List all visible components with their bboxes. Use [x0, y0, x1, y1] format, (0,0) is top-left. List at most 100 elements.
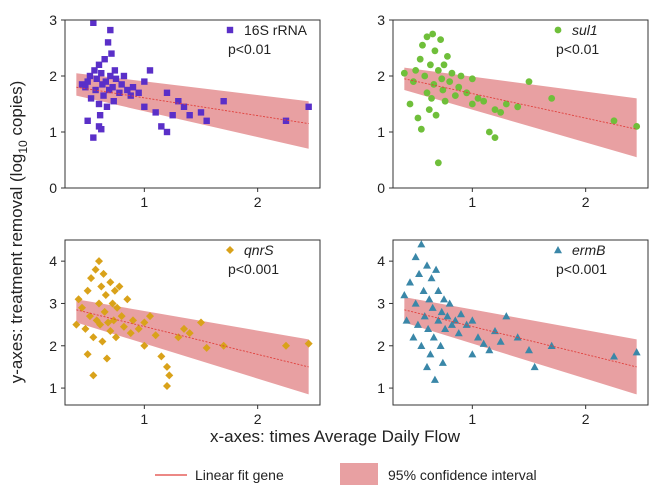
data-point — [111, 67, 119, 74]
data-point — [480, 97, 488, 105]
data-point — [430, 81, 438, 88]
data-point — [491, 106, 499, 113]
data-point — [423, 33, 431, 41]
data-point — [415, 269, 424, 278]
data-point — [102, 78, 109, 85]
data-point — [439, 86, 447, 94]
data-point — [112, 333, 120, 342]
data-point — [474, 95, 482, 102]
data-point — [428, 303, 437, 311]
data-point — [411, 252, 420, 261]
data-point — [134, 324, 143, 333]
panel-sul1: 1 2 0 1 2 3 sul1 p<0.01 — [377, 12, 649, 210]
data-point — [117, 312, 126, 321]
data-point — [429, 333, 438, 341]
data-point — [115, 282, 124, 291]
data-point — [409, 333, 418, 341]
y-tick-label: 3 — [49, 12, 57, 28]
data-point — [468, 350, 477, 358]
panel-p-value: p<0.001 — [556, 261, 607, 277]
data-point — [135, 89, 142, 96]
data-point — [414, 114, 422, 122]
data-point — [530, 362, 539, 371]
data-point — [468, 75, 476, 83]
data-point — [110, 286, 119, 295]
y-tick-label: 2 — [49, 68, 57, 84]
data-point — [548, 95, 556, 102]
data-point — [423, 362, 431, 371]
data-point — [411, 299, 420, 307]
data-point — [81, 324, 90, 333]
data-point — [417, 125, 425, 133]
data-point — [107, 72, 114, 80]
data-point — [434, 286, 443, 294]
panel-legend-marker — [226, 26, 234, 34]
data-point — [86, 72, 94, 80]
data-point — [454, 329, 463, 337]
data-point — [119, 322, 128, 331]
data-point — [400, 69, 408, 77]
data-point — [197, 318, 205, 327]
data-point — [429, 30, 437, 38]
data-point — [496, 337, 505, 345]
legend-ci-label: 95% confidence interval — [388, 467, 537, 483]
data-point — [432, 111, 440, 119]
data-point — [180, 324, 188, 333]
data-point — [123, 295, 132, 304]
panel-legend-marker — [554, 26, 562, 34]
panel-p-value: p<0.01 — [228, 41, 271, 57]
data-point — [108, 50, 115, 57]
data-point — [165, 371, 174, 380]
data-point — [185, 329, 194, 338]
panel-gene-name: ermB — [572, 242, 605, 258]
data-point — [425, 106, 433, 113]
y-tick-label: 4 — [377, 253, 385, 269]
panels-group: 1 2 0 1 2 3 16S rRNA p<0.01 1 2 0 1 2 3 sul1 p<0.01 1 2 1 2… — [49, 12, 649, 427]
data-point — [220, 98, 227, 105]
data-point — [95, 257, 103, 266]
data-point — [95, 100, 103, 108]
x-tick-label: 1 — [140, 194, 148, 210]
data-point — [106, 326, 115, 335]
y-tick-label: 3 — [49, 295, 57, 311]
data-point — [474, 333, 482, 341]
data-point — [163, 362, 171, 371]
data-point — [479, 339, 488, 347]
x-tick-label: 1 — [468, 411, 476, 427]
data-point — [99, 269, 108, 278]
data-point — [436, 341, 445, 349]
x-tick-label: 1 — [140, 411, 148, 427]
panel-16s-rrna: 1 2 0 1 2 3 16S rRNA p<0.01 — [49, 12, 321, 210]
y-tick-label: 1 — [49, 380, 57, 396]
data-point — [85, 312, 94, 321]
data-point — [106, 86, 113, 94]
data-point — [101, 56, 108, 63]
data-point — [98, 337, 107, 346]
data-point — [444, 53, 451, 60]
data-point — [109, 84, 116, 91]
data-point — [304, 339, 313, 348]
data-point — [91, 265, 100, 274]
data-point — [427, 61, 434, 69]
data-point — [455, 83, 463, 91]
data-point — [513, 333, 522, 341]
data-point — [441, 324, 450, 333]
data-point — [126, 329, 135, 338]
data-point — [406, 100, 414, 108]
data-point — [406, 278, 414, 286]
data-point — [428, 95, 435, 102]
data-point — [102, 354, 111, 363]
data-point — [402, 316, 411, 324]
data-point — [419, 41, 426, 49]
data-point — [610, 117, 618, 125]
data-point — [146, 67, 154, 74]
y-tick-label: 0 — [377, 180, 385, 196]
data-point — [463, 89, 471, 97]
data-point — [180, 103, 188, 110]
data-point — [426, 350, 435, 358]
panel-legend-marker — [554, 246, 562, 254]
x-tick-label: 2 — [582, 194, 590, 210]
y-axis-label-tail: copies) — [7, 81, 26, 141]
data-point — [157, 352, 166, 361]
fit-line — [76, 86, 309, 125]
